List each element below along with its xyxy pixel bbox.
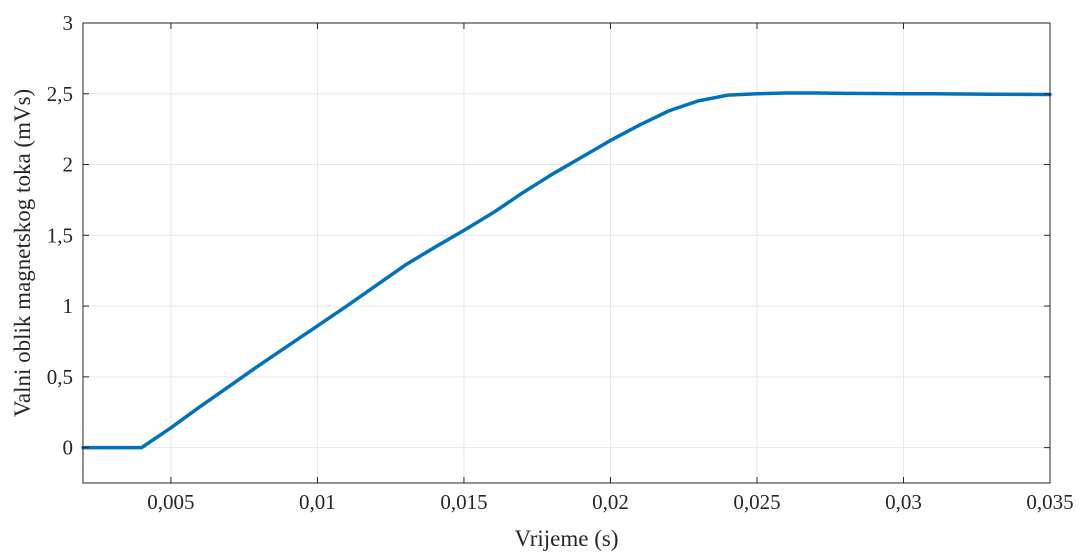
plot-frame — [82, 22, 1051, 484]
y-axis-ticks: 0 0,5 1 1,5 2 2,5 3 — [47, 11, 1050, 460]
x-axis-ticks: 0,005 0,01 0,015 0,02 0,025 0,03 0,035 — [147, 23, 1074, 514]
x-tick-label: 0,015 — [440, 490, 487, 514]
y-tick-label: 1 — [63, 294, 74, 318]
x-axis-title: Vrijeme (s) — [515, 526, 619, 551]
x-tick-label: 0,005 — [147, 490, 194, 514]
y-tick-label: 1,5 — [47, 223, 73, 247]
flux-series-line — [81, 91, 1052, 450]
x-tick-label: 0,03 — [885, 490, 922, 514]
y-tick-label: 2,5 — [47, 82, 73, 106]
series-layer — [81, 91, 1052, 450]
y-tick-label: 0 — [63, 436, 74, 460]
x-tick-label: 0,025 — [733, 490, 780, 514]
x-tick-label: 0,02 — [592, 490, 629, 514]
x-tick-label: 0,035 — [1026, 490, 1073, 514]
grid-lines — [83, 22, 1051, 483]
x-tick-label: 0,01 — [299, 490, 336, 514]
y-tick-label: 0,5 — [47, 365, 73, 389]
y-tick-label: 2 — [63, 153, 74, 177]
y-axis-title: Valni oblik magnetskog toka (mVs) — [10, 89, 35, 417]
y-tick-label: 3 — [63, 11, 74, 35]
